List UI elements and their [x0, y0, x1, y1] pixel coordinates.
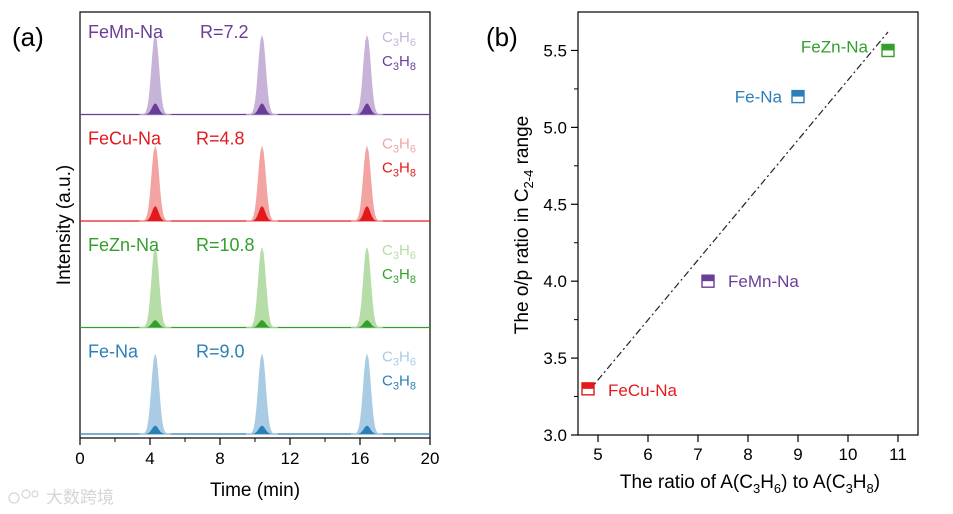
y-tick-label: 3.0: [543, 426, 567, 445]
y-tick-label: 4.0: [543, 272, 567, 291]
panel-b-frame: [577, 11, 919, 436]
panel-a-xlabel: Time (min): [210, 480, 300, 501]
watermark-icon: [8, 492, 20, 504]
c3h8-peak: [143, 425, 167, 434]
x-tick-label: 6: [643, 445, 652, 464]
c3h6-peak: [139, 354, 172, 435]
x-tick-label: 10: [839, 445, 858, 464]
watermark-text: 大数跨境: [46, 488, 114, 507]
x-tick-label: 0: [75, 449, 84, 468]
point-label: FeZn-Na: [801, 37, 869, 56]
point-label: FeMn-Na: [728, 272, 799, 291]
trace-ratio-label: R=4.8: [196, 129, 245, 149]
x-tick-label: 8: [743, 445, 752, 464]
y-tick-label: 4.5: [543, 195, 567, 214]
trace-ratio-label: R=7.2: [200, 22, 249, 42]
c3h8-peak: [250, 103, 274, 115]
c3h8-peak: [143, 320, 167, 328]
point-marker-fill: [582, 382, 594, 389]
trace-ratio-label: R=10.8: [196, 235, 255, 255]
trace-name-label: Fe-Na: [88, 342, 139, 362]
point-Fe-Na: Fe-Na: [735, 88, 805, 107]
c3h6-peak: [246, 247, 278, 328]
c3h8-peak: [143, 103, 167, 115]
point-FeZn-Na: FeZn-Na: [801, 37, 895, 58]
panel-b-xlabel: The ratio of A(C3H6) to A(C3H8): [620, 472, 880, 496]
x-tick-label: 20: [421, 449, 440, 468]
legend-c3h6: C3H6: [382, 29, 416, 49]
panel-a-label: (a): [12, 22, 44, 52]
trace-FeZn-Na: FeZn-Na R=10.8 C3H6 C3H8: [80, 235, 430, 329]
c3h6-peak: [351, 354, 383, 435]
x-tick-label: 11: [889, 445, 907, 464]
trace-name-label: FeCu-Na: [88, 129, 162, 149]
c3h8-peak: [355, 425, 379, 434]
legend-c3h6: C3H6: [382, 349, 416, 369]
point-label: FeCu-Na: [608, 381, 678, 400]
panel-b-label: (b): [486, 22, 518, 52]
c3h8-peak: [250, 206, 274, 221]
panel-a-frame: [79, 11, 431, 439]
c3h8-peak: [355, 206, 379, 221]
scatter-panel: 5 6 7 8 9 10 11 3.0 3.5 4.0 4.5 5.0 5.5 FeCu-Na FeMn-…: [512, 11, 919, 496]
point-marker-fill: [792, 90, 804, 97]
x-tick-label: 8: [215, 449, 224, 468]
c3h6-peak: [351, 35, 383, 115]
legend-c3h6: C3H6: [382, 242, 416, 262]
point-FeMn-Na: FeMn-Na: [701, 272, 799, 291]
watermark: 大数跨境: [8, 488, 114, 507]
x-tick-label: 16: [351, 449, 370, 468]
legend-c3h6: C3H6: [382, 136, 416, 156]
trace-FeMn-Na: FeMn-Na R=7.2 C3H6 C3H8: [80, 22, 430, 116]
c3h8-peak: [355, 320, 379, 328]
c3h6-peak: [246, 35, 278, 115]
panel-b-ylabel: The o/p ratio in C2-4 range: [512, 116, 536, 334]
c3h6-peak: [246, 145, 278, 222]
c3h8-peak: [355, 103, 379, 115]
c3h6-peak: [351, 145, 383, 222]
point-FeCu-Na: FeCu-Na: [581, 381, 678, 400]
legend-c3h8: C3H8: [382, 266, 416, 286]
chromatogram-panel: FeMn-Na R=7.2 C3H6 C3H8 FeCu-Na R=4.8 C3H6 C3H8…: [54, 11, 440, 501]
trace-Fe-Na: Fe-Na R=9.0 C3H6 C3H8: [80, 342, 430, 435]
trace-name-label: FeZn-Na: [88, 235, 160, 255]
x-tick-label: 7: [693, 445, 702, 464]
trace-ratio-label: R=9.0: [196, 342, 245, 362]
c3h8-peak: [250, 425, 274, 434]
trace-name-label: FeMn-Na: [88, 22, 164, 42]
legend-c3h8: C3H8: [382, 53, 416, 73]
c3h6-peak: [246, 354, 278, 435]
c3h8-peak: [143, 206, 167, 221]
panel-a-ylabel: Intensity (a.u.): [54, 165, 75, 285]
y-tick-label: 5.0: [543, 118, 567, 137]
legend-c3h8: C3H8: [382, 160, 416, 180]
c3h8-peak: [250, 320, 274, 328]
x-tick-label: 4: [145, 449, 154, 468]
point-label: Fe-Na: [735, 88, 783, 107]
x-tick-label: 12: [281, 449, 300, 468]
trace-FeCu-Na: FeCu-Na R=4.8 C3H6 C3H8: [80, 129, 430, 222]
x-tick-label: 5: [593, 445, 602, 464]
c3h6-peak: [351, 247, 383, 328]
fit-line: [587, 31, 889, 393]
point-marker-fill: [702, 275, 714, 282]
c3h6-peak: [139, 35, 172, 115]
x-tick-label: 9: [793, 445, 802, 464]
c3h6-peak: [139, 145, 172, 222]
y-tick-label: 3.5: [543, 349, 567, 368]
y-tick-label: 5.5: [543, 41, 567, 60]
legend-c3h8: C3H8: [382, 373, 416, 393]
point-marker-fill: [882, 44, 894, 51]
c3h6-peak: [139, 247, 172, 328]
